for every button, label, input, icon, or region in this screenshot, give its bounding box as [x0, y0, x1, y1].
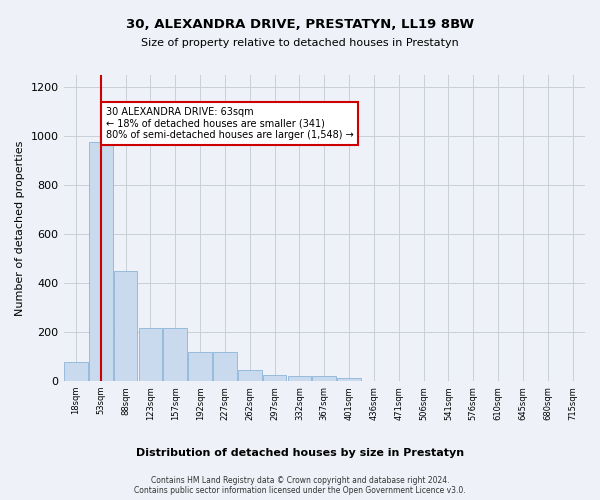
Text: Distribution of detached houses by size in Prestatyn: Distribution of detached houses by size …: [136, 448, 464, 458]
Text: Contains HM Land Registry data © Crown copyright and database right 2024.
Contai: Contains HM Land Registry data © Crown c…: [134, 476, 466, 495]
Bar: [64, 362, 88, 381]
Text: 30, ALEXANDRA DRIVE, PRESTATYN, LL19 8BW: 30, ALEXANDRA DRIVE, PRESTATYN, LL19 8BW: [126, 18, 474, 30]
Bar: [89, 142, 113, 381]
Y-axis label: Number of detached properties: Number of detached properties: [15, 140, 25, 316]
Bar: [114, 271, 137, 381]
Bar: [337, 378, 361, 381]
Bar: [313, 376, 336, 381]
Text: Size of property relative to detached houses in Prestatyn: Size of property relative to detached ho…: [141, 38, 459, 48]
Bar: [188, 352, 212, 381]
Bar: [238, 370, 262, 381]
Bar: [139, 328, 162, 381]
Bar: [263, 375, 286, 381]
Bar: [287, 376, 311, 381]
Text: 30 ALEXANDRA DRIVE: 63sqm
← 18% of detached houses are smaller (341)
80% of semi: 30 ALEXANDRA DRIVE: 63sqm ← 18% of detac…: [106, 107, 353, 140]
Bar: [163, 328, 187, 381]
Bar: [213, 352, 237, 381]
